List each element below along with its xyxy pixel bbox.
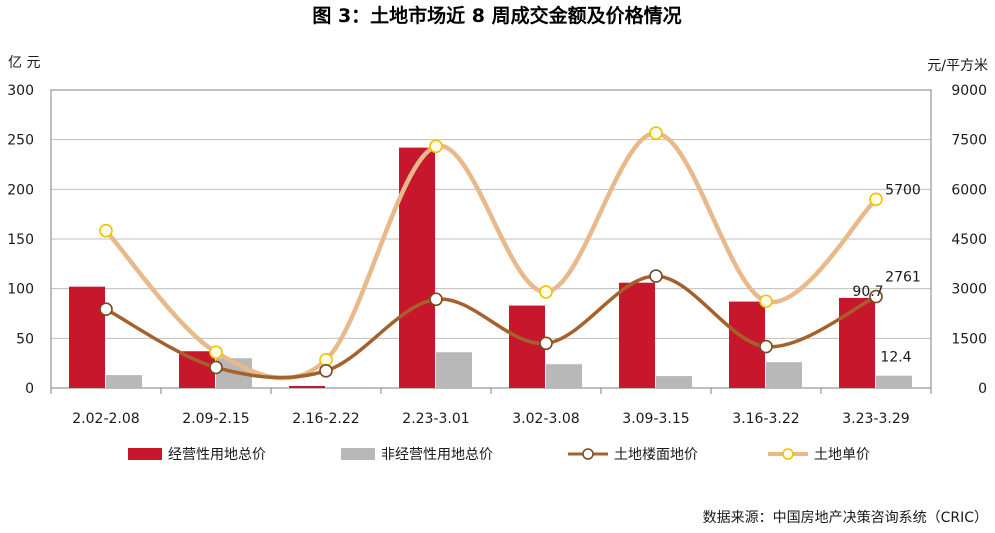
right-tick-label: 4500 [951,232,987,248]
marker-floor-price [539,336,553,351]
bar-operating [509,305,545,388]
right-tick-label: 3000 [951,282,987,298]
bar-non-operating [106,375,142,388]
source-note: 数据来源：中国房地产决策咨询系统（CRIC） [703,509,988,526]
category-label: 3.02-3.08 [512,411,579,427]
data-label-non-operating: 12.4 [880,350,911,366]
right-tick-label: 1500 [951,331,987,347]
marker-unit-price [539,285,553,299]
category-label: 2.09-2.15 [182,411,249,427]
right-tick-label: 7500 [951,133,987,149]
bar-non-operating [546,364,582,388]
marker-floor-price [869,289,883,304]
marker-floor-price [99,302,113,316]
bar-non-operating [656,376,692,388]
marker-unit-price [429,139,443,154]
left-tick-label: 100 [7,282,34,298]
right-axis-ticks: 0 1500 3000 4500 6000 7500 9000 [951,83,987,397]
data-labels: 90.7 12.4 2761 5700 [852,182,920,365]
marker-unit-price [869,192,883,207]
bar-non-operating [766,362,802,388]
marker-unit-price [209,345,223,360]
category-label: 2.16-2.22 [292,411,359,427]
category-label: 3.16-3.22 [732,411,799,427]
right-tick-label: 0 [978,381,987,397]
line-unit-price [103,130,879,381]
right-tick-label: 9000 [951,83,987,99]
left-tick-label: 150 [7,232,34,248]
category-axis: 2.02-2.08 2.09-2.15 2.16-2.22 2.23-3.01 3.02… [50,388,932,427]
legend-label: 非经营性用地总价 [381,447,493,463]
bar-operating [69,286,105,388]
left-axis-ticks: 0 50 100 150 200 250 300 [7,83,34,397]
right-axis-unit: 元/平方米 [927,58,988,74]
legend-label: 土地楼面地价 [614,447,698,463]
marker-floor-price [429,292,443,307]
left-tick-label: 300 [7,83,34,99]
legend-marker-unit-price [782,448,794,460]
left-tick-label: 200 [7,182,34,198]
line-series [99,126,883,381]
category-label: 2.02-2.08 [72,411,139,427]
legend-label: 土地单价 [814,447,870,463]
legend-swatch-non-operating [341,448,375,460]
category-label: 3.23-3.29 [842,411,909,427]
marker-floor-price [759,339,773,354]
marker-floor-price [319,363,333,378]
marker-unit-price [649,126,663,140]
bar-operating [619,282,655,388]
data-label-operating: 90.7 [852,284,883,300]
left-tick-label: 0 [25,381,34,397]
bar-series [69,147,912,388]
left-tick-label: 250 [7,133,34,149]
legend: 经营性用地总价 非经营性用地总价 土地楼面地价 土地单价 [128,447,870,463]
marker-floor-price [209,360,223,375]
marker-floor-price [649,269,663,283]
category-label: 2.23-3.01 [402,411,469,427]
bar-operating [289,386,325,388]
bar-non-operating [326,387,362,388]
chart-title: 图 3：土地市场近 8 周成交金额及价格情况 [312,4,681,27]
marker-unit-price [759,294,773,309]
bar-non-operating [436,352,472,388]
legend-label: 经营性用地总价 [168,447,266,463]
legend-swatch-operating [128,448,162,460]
left-axis-unit: 亿 元 [8,55,40,71]
bar-operating [839,297,875,388]
data-label-unit-price: 5700 [885,182,921,198]
gridlines [51,139,931,339]
bar-operating [179,351,215,388]
data-label-floor-price: 2761 [885,270,921,286]
line-floor-price [104,274,878,380]
left-tick-label: 50 [16,331,34,347]
marker-unit-price [99,223,113,238]
category-label: 3.09-3.15 [622,411,689,427]
legend-marker-floor-price [582,448,594,460]
bar-non-operating [876,375,912,388]
right-tick-label: 6000 [951,182,987,198]
